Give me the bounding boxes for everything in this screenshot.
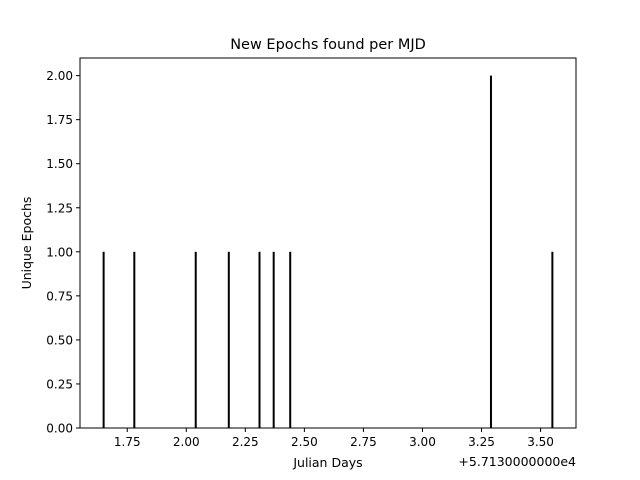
chart-title: New Epochs found per MJD <box>230 37 426 53</box>
y-axis-ticks: 0.00 0.25 0.50 0.75 1.00 1.25 1.50 1.75 2.00 <box>46 69 80 436</box>
y-tick-label: 0.75 <box>46 289 73 303</box>
bar <box>272 251 275 428</box>
x-tick-label: 3.25 <box>468 435 495 449</box>
x-tick-label: 2.50 <box>291 435 318 449</box>
y-tick-label: 1.25 <box>46 201 73 215</box>
y-tick-label: 0.00 <box>46 422 73 436</box>
bar <box>258 251 261 428</box>
x-tick-label: 3.50 <box>527 435 554 449</box>
bar <box>194 251 197 428</box>
x-tick-label: 2.25 <box>232 435 259 449</box>
x-tick-label: 2.75 <box>350 435 377 449</box>
bar <box>133 251 136 428</box>
y-tick-label: 2.00 <box>46 69 73 83</box>
x-tick-label: 2.00 <box>173 435 200 449</box>
x-axis-ticks: 1.75 2.00 2.25 2.50 2.75 3.00 3.25 3.50 <box>114 428 554 449</box>
x-tick-label: 1.75 <box>114 435 141 449</box>
x-axis-offset-label: +5.7130000000e4 <box>458 454 576 469</box>
bar <box>551 251 554 428</box>
x-axis-label: Julian Days <box>292 455 362 470</box>
y-tick-label: 1.50 <box>46 157 73 171</box>
bar <box>102 251 105 428</box>
bars <box>102 75 554 429</box>
y-tick-label: 1.00 <box>46 245 73 259</box>
x-tick-label: 3.00 <box>409 435 436 449</box>
y-tick-label: 1.75 <box>46 113 73 127</box>
bar <box>289 251 292 428</box>
bar <box>227 251 230 428</box>
bar <box>489 75 492 429</box>
plot-frame <box>79 57 577 429</box>
y-axis-label: Unique Epochs <box>19 197 34 290</box>
y-tick-label: 0.50 <box>46 333 73 347</box>
y-tick-label: 0.25 <box>46 377 73 391</box>
